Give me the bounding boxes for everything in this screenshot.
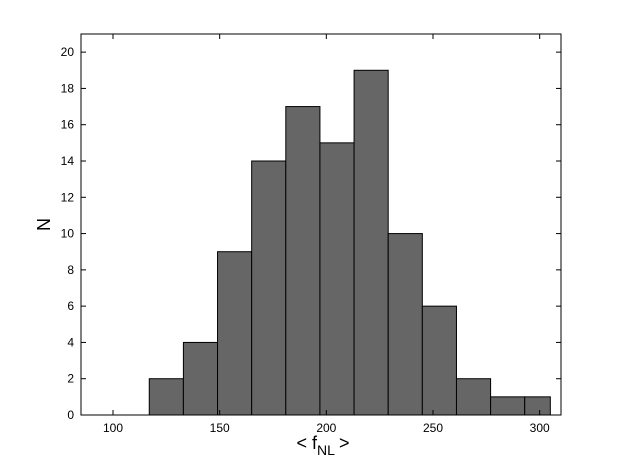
histogram-bar (490, 396, 526, 416)
y-tick-label: 16 (61, 118, 75, 132)
histogram-bar (524, 396, 551, 416)
histogram-bar (251, 160, 287, 416)
histogram-bar (285, 106, 321, 416)
x-tick-label: 100 (103, 421, 123, 435)
y-tick-label: 0 (67, 408, 74, 422)
ticks-group: 100 150 200 250 300 0 2 4 6 8 10 12 14 16 18 20 (61, 34, 561, 435)
y-tick-label: 2 (67, 372, 74, 386)
y-tick-label: 6 (67, 299, 74, 313)
plot-frame (80, 33, 562, 416)
y-tick-label: 10 (61, 227, 75, 241)
x-tick-label: 300 (530, 421, 550, 435)
y-tick-label: 12 (61, 190, 75, 204)
y-axis-label: N (34, 218, 54, 231)
x-tick-label: 150 (210, 421, 230, 435)
histogram-bar (217, 251, 253, 416)
histogram-bar (182, 341, 219, 416)
x-tick-label: 250 (423, 421, 443, 435)
histogram-bar (319, 142, 355, 416)
y-tick-label: 18 (61, 81, 75, 95)
histogram-bar (455, 378, 492, 416)
histogram-bar (353, 69, 389, 416)
x-axis-label-close: > (339, 433, 350, 453)
histogram-bar (387, 233, 423, 416)
histogram-bar (148, 378, 184, 416)
y-tick-label: 8 (67, 263, 74, 277)
bars-group (148, 69, 551, 416)
y-tick-label: 4 (67, 335, 74, 349)
x-axis-label: < fNL > (297, 433, 350, 458)
histogram-bar (421, 305, 457, 416)
y-tick-label: 20 (61, 45, 75, 59)
x-tick-label: 200 (316, 421, 336, 435)
y-tick-label: 14 (61, 154, 75, 168)
x-axis-label-main: < f (297, 433, 319, 453)
x-axis-label-sub: NL (317, 442, 335, 458)
